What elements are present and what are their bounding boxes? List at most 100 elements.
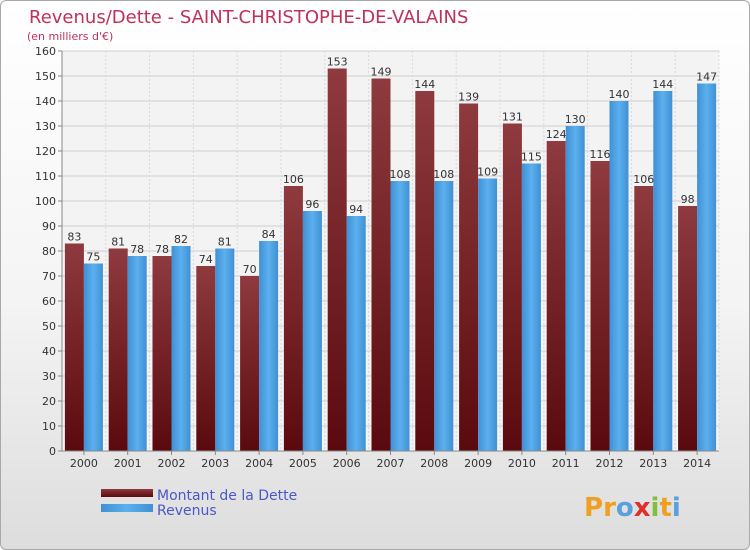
logo-letter: o <box>616 493 634 523</box>
bar-dette <box>459 103 479 451</box>
y-tick-label: 50 <box>42 320 56 333</box>
logo-text: Proxiti <box>584 493 681 523</box>
value-label: 78 <box>155 243 169 256</box>
value-label: 144 <box>414 78 435 91</box>
bar-revenus <box>653 91 673 451</box>
logo-letter: i <box>672 493 681 523</box>
bar-revenus <box>215 248 235 451</box>
value-label: 98 <box>681 193 695 206</box>
bar-revenus <box>259 241 279 451</box>
legend-label-dette: Montant de la Dette <box>157 488 297 504</box>
value-label: 109 <box>477 166 498 179</box>
value-label: 153 <box>327 56 348 69</box>
legend: Montant de la Dette Revenus <box>101 488 297 519</box>
bar-dette <box>327 68 347 451</box>
value-label: 108 <box>433 168 454 181</box>
bar-dette <box>546 141 566 451</box>
axes: 0 10 20 30 40 50 60 70 80 90 100 110 120 130 140 150 160… <box>35 45 719 470</box>
value-label: 70 <box>243 263 257 276</box>
bar-revenus <box>83 263 103 451</box>
legend-swatch-revenus <box>101 504 153 512</box>
value-label: 82 <box>174 233 188 246</box>
value-label: 140 <box>609 88 630 101</box>
chart-subtitle: (en milliers d'€) <box>27 30 113 43</box>
bar-revenus <box>697 83 717 451</box>
x-tick-label: 2006 <box>333 457 361 470</box>
x-tick-label: 2004 <box>245 457 273 470</box>
y-tick-label: 130 <box>35 120 56 133</box>
value-label: 83 <box>67 231 81 244</box>
bar-revenus <box>609 101 629 451</box>
x-tick-label: 2007 <box>377 457 405 470</box>
logo-letter: i <box>651 493 660 523</box>
value-label: 116 <box>590 148 611 161</box>
bar-revenus <box>521 163 541 451</box>
x-tick-label: 2008 <box>420 457 448 470</box>
bar-revenus <box>127 256 147 451</box>
bar-revenus <box>171 246 191 451</box>
value-label: 106 <box>283 173 304 186</box>
x-tick-label: 2000 <box>70 457 98 470</box>
logo-letter: t <box>659 493 671 523</box>
bar-dette <box>283 186 303 451</box>
x-tick-label: 2009 <box>464 457 492 470</box>
bar-dette <box>196 266 216 451</box>
x-tick-label: 2002 <box>158 457 186 470</box>
value-label: 131 <box>502 111 523 124</box>
x-tick-label: 2001 <box>114 457 142 470</box>
bar-dette <box>240 276 260 451</box>
x-tick-label: 2013 <box>639 457 667 470</box>
bar-dette <box>590 161 610 451</box>
x-tick-label: 2005 <box>289 457 317 470</box>
chart-title: Revenus/Dette - SAINT-CHRISTOPHE-DE-VALA… <box>29 7 468 28</box>
bar-dette <box>678 206 698 451</box>
value-label: 108 <box>390 168 411 181</box>
x-tick-label: 2011 <box>552 457 580 470</box>
legend-swatch-dette <box>101 489 153 497</box>
value-label: 106 <box>633 173 654 186</box>
bar-dette <box>64 243 84 451</box>
value-label: 147 <box>696 71 717 84</box>
y-tick-label: 120 <box>35 145 56 158</box>
y-tick-label: 150 <box>35 70 56 83</box>
logo-letter: x <box>634 493 651 523</box>
y-tick-label: 60 <box>42 295 56 308</box>
y-tick-label: 70 <box>42 270 56 283</box>
value-label: 96 <box>305 198 319 211</box>
y-tick-label: 90 <box>42 220 56 233</box>
bar-revenus <box>346 216 366 451</box>
x-tick-label: 2012 <box>596 457 624 470</box>
x-tick-label: 2010 <box>508 457 536 470</box>
bar-dette <box>634 186 654 451</box>
bar-revenus <box>390 181 410 451</box>
legend-label-revenus: Revenus <box>157 503 217 519</box>
value-label: 130 <box>565 113 586 126</box>
x-tick-label: 2014 <box>683 457 711 470</box>
y-tick-label: 10 <box>42 420 56 433</box>
bar-revenus <box>434 181 454 451</box>
bar-revenus <box>478 178 498 451</box>
bar-dette <box>502 123 522 451</box>
value-label: 124 <box>546 128 567 141</box>
logo-letter: r <box>603 493 616 523</box>
y-tick-label: 110 <box>35 170 56 183</box>
value-label: 84 <box>262 228 276 241</box>
y-tick-label: 160 <box>35 45 56 58</box>
bar-revenus <box>302 211 322 451</box>
value-label: 144 <box>652 78 673 91</box>
value-label: 149 <box>371 66 392 79</box>
y-tick-label: 20 <box>42 395 56 408</box>
y-tick-label: 100 <box>35 195 56 208</box>
value-label: 74 <box>199 253 213 266</box>
bar-dette <box>371 78 391 451</box>
bar-dette <box>152 256 172 451</box>
y-tick-label: 0 <box>49 445 56 458</box>
bar-dette <box>108 248 128 451</box>
value-label: 139 <box>458 91 479 104</box>
y-tick-label: 30 <box>42 370 56 383</box>
proxiti-logo: Proxiti <box>584 493 681 523</box>
bar-dette <box>415 91 435 451</box>
value-label: 75 <box>86 251 100 264</box>
